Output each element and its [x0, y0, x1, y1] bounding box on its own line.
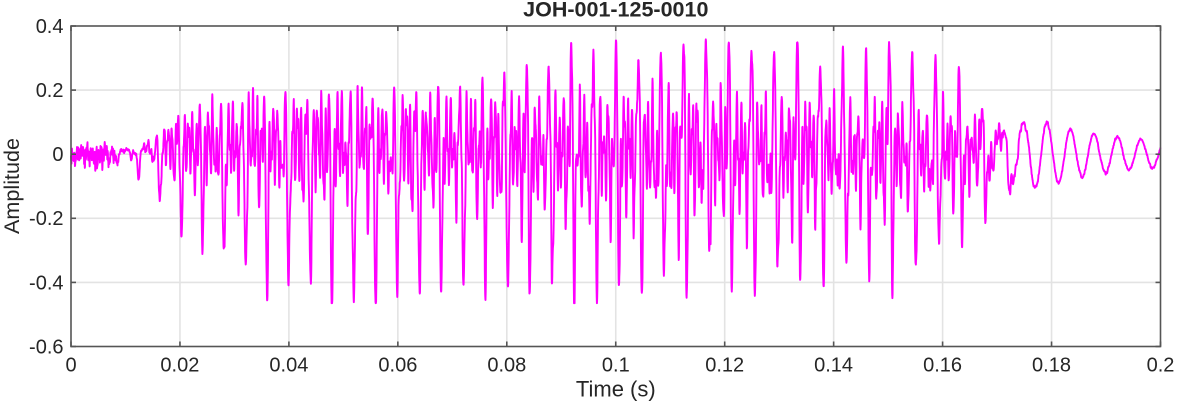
svg-text:0.18: 0.18 [1032, 355, 1071, 377]
svg-text:0.06: 0.06 [378, 355, 417, 377]
svg-text:0.02: 0.02 [160, 355, 199, 377]
svg-text:0.2: 0.2 [36, 80, 64, 102]
svg-text:0.12: 0.12 [705, 355, 744, 377]
svg-text:0: 0 [65, 355, 76, 377]
svg-text:0.2: 0.2 [1147, 355, 1175, 377]
svg-text:-0.2: -0.2 [29, 208, 63, 230]
svg-text:0.4: 0.4 [36, 16, 64, 38]
svg-text:Time (s): Time (s) [576, 377, 656, 402]
svg-text:0.14: 0.14 [814, 355, 853, 377]
svg-text:0: 0 [52, 144, 63, 166]
svg-text:0.16: 0.16 [923, 355, 962, 377]
svg-text:0.08: 0.08 [487, 355, 526, 377]
svg-text:0.1: 0.1 [602, 355, 630, 377]
svg-text:-0.4: -0.4 [29, 272, 63, 294]
svg-text:-0.6: -0.6 [29, 336, 63, 358]
svg-text:Amplitude: Amplitude [0, 138, 24, 234]
svg-text:JOH-001-125-0010: JOH-001-125-0010 [523, 0, 708, 22]
svg-text:0.04: 0.04 [269, 355, 308, 377]
